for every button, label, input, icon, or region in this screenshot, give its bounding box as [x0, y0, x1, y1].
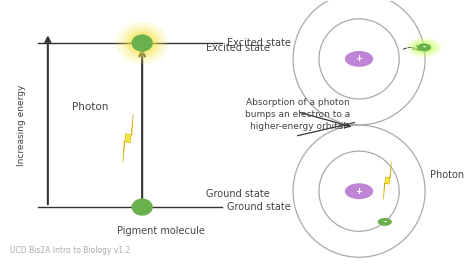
- Circle shape: [345, 51, 373, 67]
- Text: Excited state: Excited state: [227, 38, 291, 48]
- Ellipse shape: [132, 34, 153, 52]
- Polygon shape: [123, 114, 133, 163]
- Circle shape: [378, 218, 392, 226]
- Circle shape: [345, 183, 373, 199]
- Text: Pigment molecule: Pigment molecule: [117, 226, 205, 236]
- Text: -: -: [422, 43, 426, 52]
- Text: Excited state: Excited state: [206, 43, 270, 53]
- Text: -: -: [383, 217, 386, 226]
- Circle shape: [413, 41, 435, 53]
- Circle shape: [410, 40, 438, 55]
- Text: Ground state: Ground state: [206, 189, 270, 199]
- Text: Photon: Photon: [72, 102, 109, 111]
- Ellipse shape: [125, 29, 159, 57]
- Text: Ground state: Ground state: [227, 202, 291, 212]
- Ellipse shape: [121, 26, 164, 60]
- Ellipse shape: [128, 32, 156, 54]
- Text: +: +: [356, 187, 363, 196]
- Ellipse shape: [132, 198, 153, 216]
- Ellipse shape: [116, 22, 169, 65]
- Text: Increasing energy: Increasing energy: [18, 84, 27, 166]
- Text: +: +: [356, 55, 363, 63]
- Text: Absorption of a photon
bumps an electron to a
higher-energy orbital: Absorption of a photon bumps an electron…: [245, 98, 350, 131]
- Circle shape: [417, 43, 431, 51]
- Polygon shape: [383, 162, 392, 200]
- Text: Photon: Photon: [430, 170, 464, 180]
- Circle shape: [406, 38, 442, 57]
- Text: UCD Bis2A Intro to Biology v1.2: UCD Bis2A Intro to Biology v1.2: [10, 246, 130, 255]
